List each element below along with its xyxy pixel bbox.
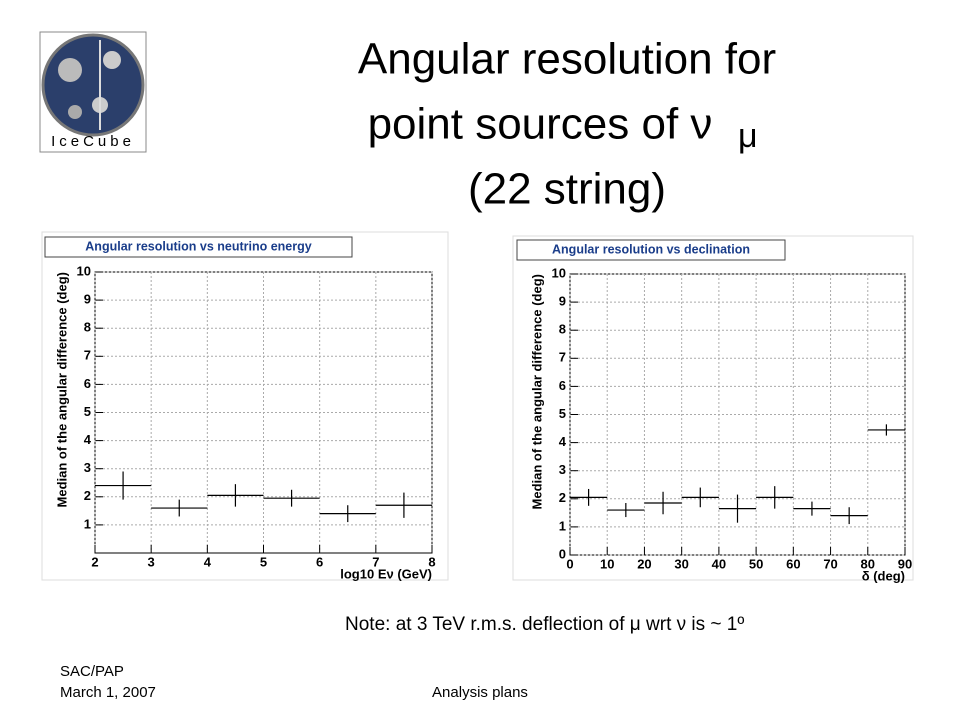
y-axis-label: Median of the angular difference (deg) (529, 274, 544, 509)
y-tick-label: 7 (84, 348, 91, 363)
y-tick-label: 6 (84, 376, 91, 391)
x-tick-label: 6 (316, 554, 323, 569)
y-tick-label: 8 (84, 320, 91, 335)
y-tick-label: 10 (77, 263, 91, 278)
y-tick-label: 9 (559, 294, 566, 309)
y-tick-label: 0 (559, 546, 566, 561)
y-tick-label: 6 (559, 378, 566, 393)
footer: Analysis plans (432, 684, 528, 701)
chart-title: Angular resolution vs neutrino energy (85, 239, 311, 253)
y-tick-label: 4 (559, 434, 567, 449)
x-axis-label: δ (deg) (862, 568, 905, 583)
y-tick-label: 1 (84, 516, 91, 531)
y-tick-label: 10 (552, 265, 566, 280)
y-tick-label: 2 (559, 490, 566, 505)
y-axis-label: Median of the angular difference (deg) (54, 272, 69, 507)
x-tick-label: 70 (823, 556, 837, 571)
slide-title: Angular resolution for (358, 35, 776, 84)
x-axis-label: log10 Eν (GeV) (340, 566, 432, 581)
y-tick-label: 3 (84, 460, 91, 475)
x-tick-label: 3 (148, 554, 155, 569)
note: Note: at 3 TeV r.m.s. deflection of μ wr… (345, 614, 744, 635)
x-tick-label: 60 (786, 556, 800, 571)
x-tick-label: 40 (712, 556, 726, 571)
y-tick-label: 7 (559, 350, 566, 365)
x-tick-label: 5 (260, 554, 267, 569)
slide-title: point sources of ν (368, 100, 713, 149)
footer: SAC/PAP (60, 663, 124, 680)
x-tick-label: 80 (861, 556, 875, 571)
y-tick-label: 3 (559, 462, 566, 477)
y-tick-label: 5 (84, 404, 91, 419)
y-tick-label: 1 (559, 518, 566, 533)
x-tick-label: 4 (204, 554, 212, 569)
x-tick-label: 8 (428, 554, 435, 569)
x-tick-label: 2 (91, 554, 98, 569)
footer: March 1, 2007 (60, 684, 156, 701)
x-tick-label: 10 (600, 556, 614, 571)
chart-title-box (516, 239, 786, 261)
logo-text: IceCube (51, 133, 135, 150)
x-tick-label: 30 (674, 556, 688, 571)
chart-title: Angular resolution vs declination (552, 242, 750, 256)
slide-title: (22 string) (468, 165, 666, 214)
x-tick-label: 20 (637, 556, 651, 571)
x-tick-label: 50 (749, 556, 763, 571)
chart-title-box (44, 236, 353, 258)
y-tick-label: 2 (84, 488, 91, 503)
y-tick-label: 8 (559, 322, 566, 337)
logo: IceCube (39, 31, 147, 153)
slide-title-sub: μ (738, 117, 758, 155)
y-tick-label: 9 (84, 292, 91, 307)
y-tick-label: 4 (84, 432, 92, 447)
x-tick-label: 7 (372, 554, 379, 569)
x-tick-label: 0 (566, 556, 573, 571)
y-tick-label: 5 (559, 406, 566, 421)
x-tick-label: 90 (898, 556, 912, 571)
